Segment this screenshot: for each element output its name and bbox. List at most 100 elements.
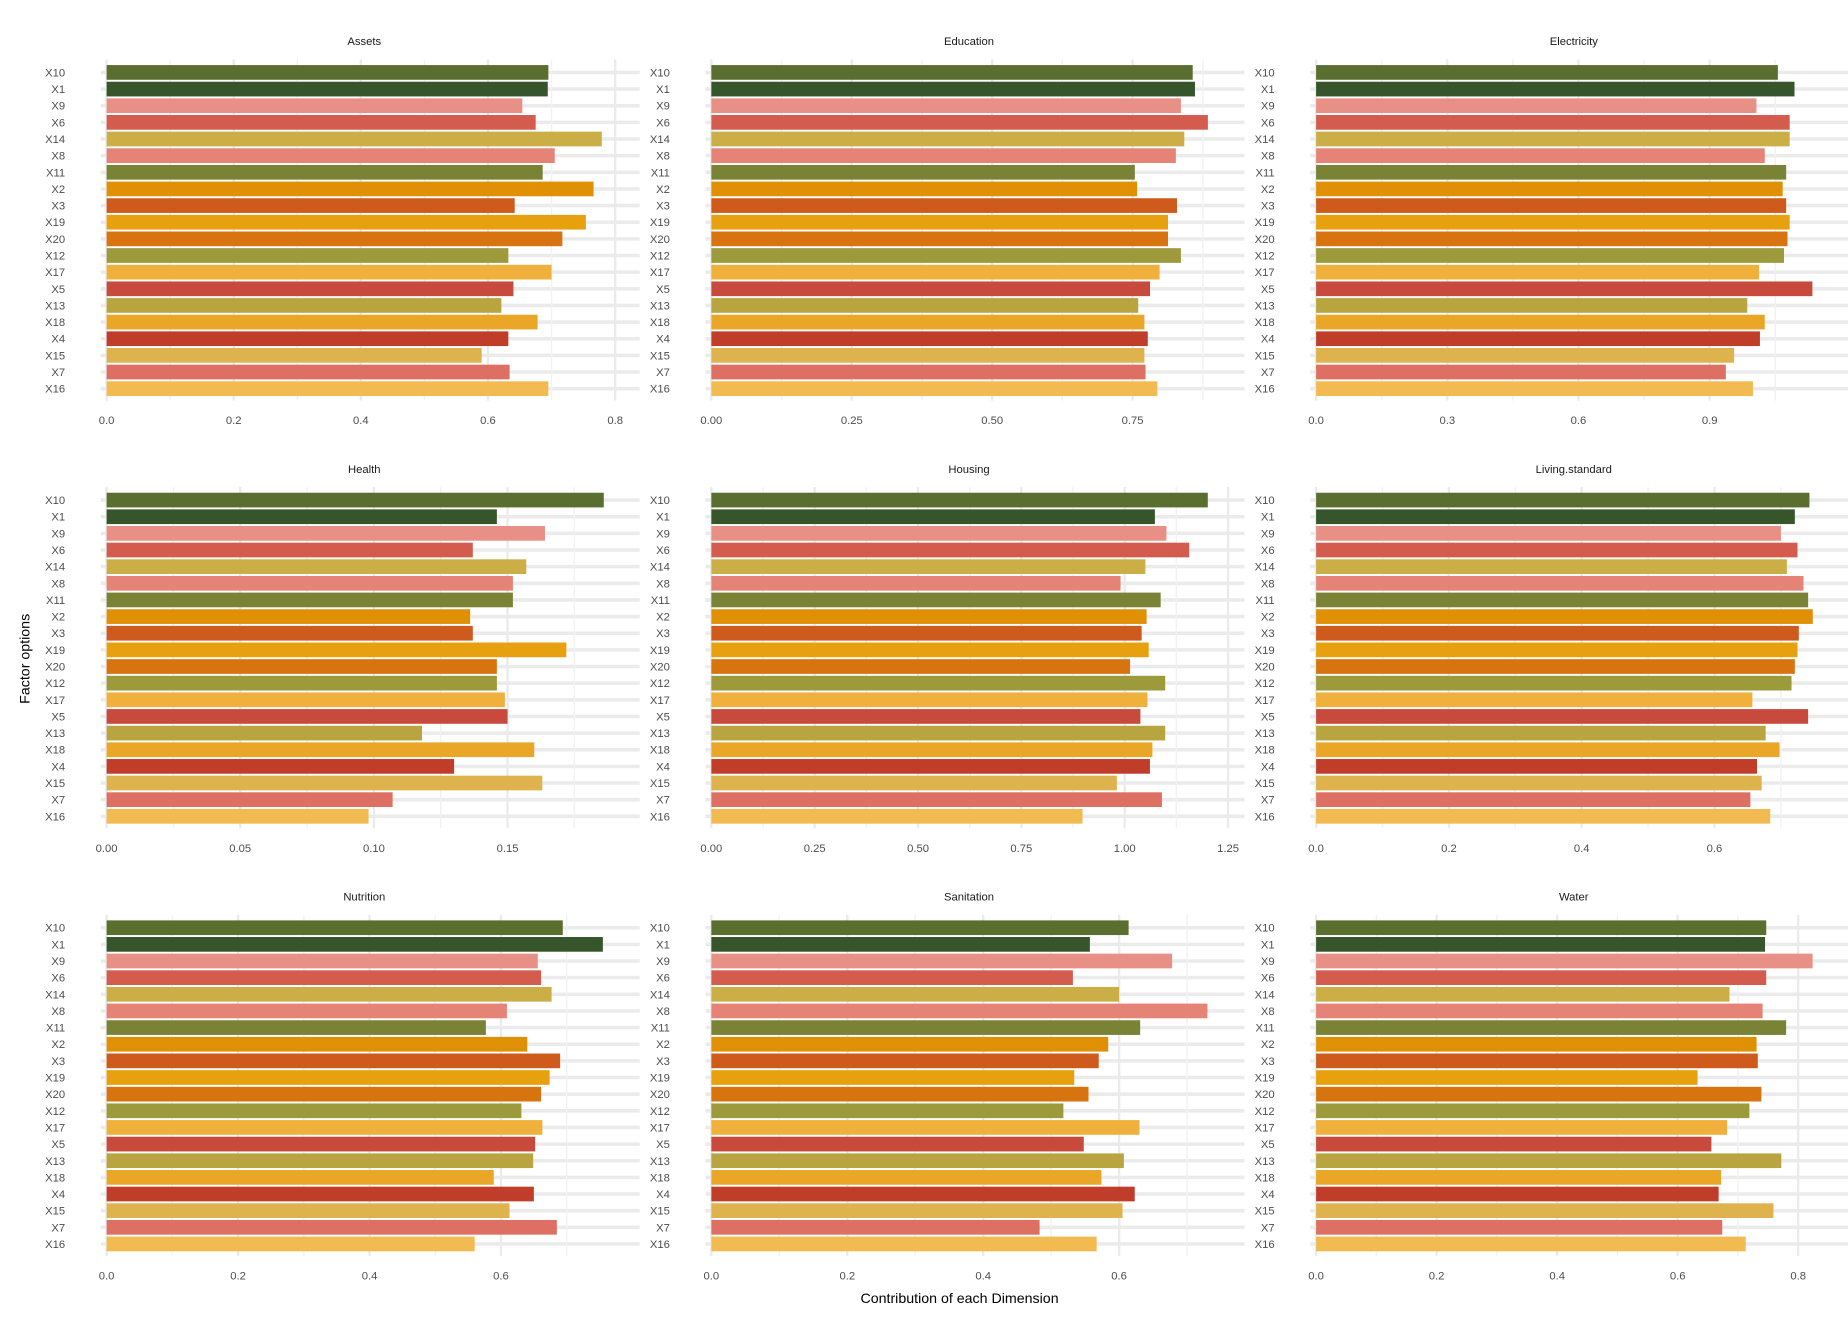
bar-x2 [106,609,471,624]
bar-x13 [711,725,1166,741]
y-tick-label: X12 [650,678,670,690]
x-tick-label: 0.2 [230,1271,246,1283]
y-tick-label: X11 [46,595,65,607]
y-tick-label: X18 [45,1172,65,1184]
y-tick-label: X11 [651,1023,670,1035]
y-tick-label: X16 [650,384,670,396]
bar-x11 [106,592,513,608]
x-tick-label: 0.8 [607,415,623,427]
y-tick-label: X17 [1255,1122,1275,1134]
bar-x11 [1316,164,1787,180]
bar-x5 [106,1136,536,1152]
y-tick-label: X17 [650,695,670,707]
bar-x3 [106,625,473,641]
bar-x8 [1316,1003,1763,1019]
x-tick-label: 0.05 [229,843,251,855]
y-tick-label: X20 [650,234,670,246]
y-tick-label: X15 [45,778,65,790]
bar-x4 [106,1186,534,1202]
y-tick-label: X17 [650,267,670,279]
bar-x6 [1316,115,1790,130]
y-tick-label: X13 [45,300,65,312]
y-tick-label: X3 [1261,628,1275,640]
x-tick-label: 0.6 [1707,843,1723,855]
y-tick-label: X15 [1255,1206,1275,1218]
y-tick-label: X4 [51,1189,65,1201]
y-tick-label: X4 [1261,1189,1275,1201]
bar-x6 [711,542,1190,558]
bar-x15 [711,1203,1123,1219]
bar-x19 [711,1070,1075,1085]
bar-x3 [106,1053,561,1069]
bar-x13 [106,1153,534,1169]
y-tick-label: X5 [1261,284,1275,296]
bar-x6 [106,115,536,130]
bar-x19 [1316,1070,1698,1085]
panel-title: Education [944,36,994,48]
y-tick-label: X6 [656,117,670,129]
bar-x8 [1316,148,1765,163]
y-tick-label: X4 [656,334,670,346]
y-tick-label: X1 [1261,939,1275,951]
bar-x19 [106,642,567,658]
x-tick-label: 0.00 [700,843,722,855]
y-tick-label: X7 [51,795,65,807]
y-tick-label: X11 [651,595,670,607]
y-tick-label: X20 [45,234,65,246]
y-tick-label: X4 [51,334,65,346]
facet-panel-assets: Assets 0.0 0.2 0.4 0.6 0.8 X10 X1 X9 X6 X14 X8 X11 X2… [45,36,640,427]
bar-x14 [106,986,552,1002]
bar-x15 [711,348,1145,363]
y-tick-label: X12 [45,1106,65,1118]
y-tick-label: X6 [51,973,65,985]
y-tick-label: X2 [1261,612,1275,624]
y-tick-label: X13 [650,1156,670,1168]
y-tick-label: X6 [1261,973,1275,985]
bar-x5 [711,1136,1084,1152]
y-tick-label: X7 [1261,367,1275,379]
y-tick-label: X19 [45,217,65,229]
x-tick-label: 0.6 [1111,1271,1127,1283]
bar-x20 [106,659,497,674]
bar-x20 [1316,231,1788,247]
bar-x19 [106,214,586,230]
bar-x4 [106,331,509,347]
y-tick-label: X12 [650,1106,670,1118]
bar-x18 [711,314,1145,330]
y-tick-label: X11 [1255,595,1274,607]
x-tick-label: 0.2 [1441,843,1457,855]
y-tick-label: X18 [1255,745,1275,757]
x-tick-label: 0.15 [497,843,519,855]
y-tick-label: X15 [45,350,65,362]
panel-title: Living.standard [1536,464,1612,476]
y-tick-label: X12 [45,678,65,690]
y-tick-label: X3 [656,628,670,640]
bar-x7 [106,364,510,380]
y-tick-label: X20 [650,662,670,674]
x-tick-label: 0.25 [841,415,863,427]
bar-x6 [106,542,473,558]
x-tick-label: 0.0 [704,1271,720,1283]
y-tick-label: X6 [51,545,65,557]
y-tick-label: X20 [650,1089,670,1101]
y-tick-label: X7 [1261,795,1275,807]
bar-x18 [1316,314,1765,330]
bar-x10 [1316,65,1778,80]
bar-x16 [711,808,1083,824]
bar-x5 [106,281,514,297]
x-tick-label: 0.0 [1308,415,1324,427]
bar-x16 [711,381,1158,397]
bar-x14 [711,559,1146,574]
y-tick-label: X6 [656,973,670,985]
bar-x1 [106,81,548,97]
y-tick-label: X7 [1261,1222,1275,1234]
y-tick-label: X10 [1255,67,1275,79]
y-tick-label: X14 [650,562,670,574]
y-tick-label: X13 [45,1156,65,1168]
bar-x13 [106,725,423,741]
y-tick-label: X9 [656,956,670,968]
bar-x12 [106,1103,522,1119]
bar-x12 [1316,248,1784,263]
bar-x1 [1316,937,1766,952]
